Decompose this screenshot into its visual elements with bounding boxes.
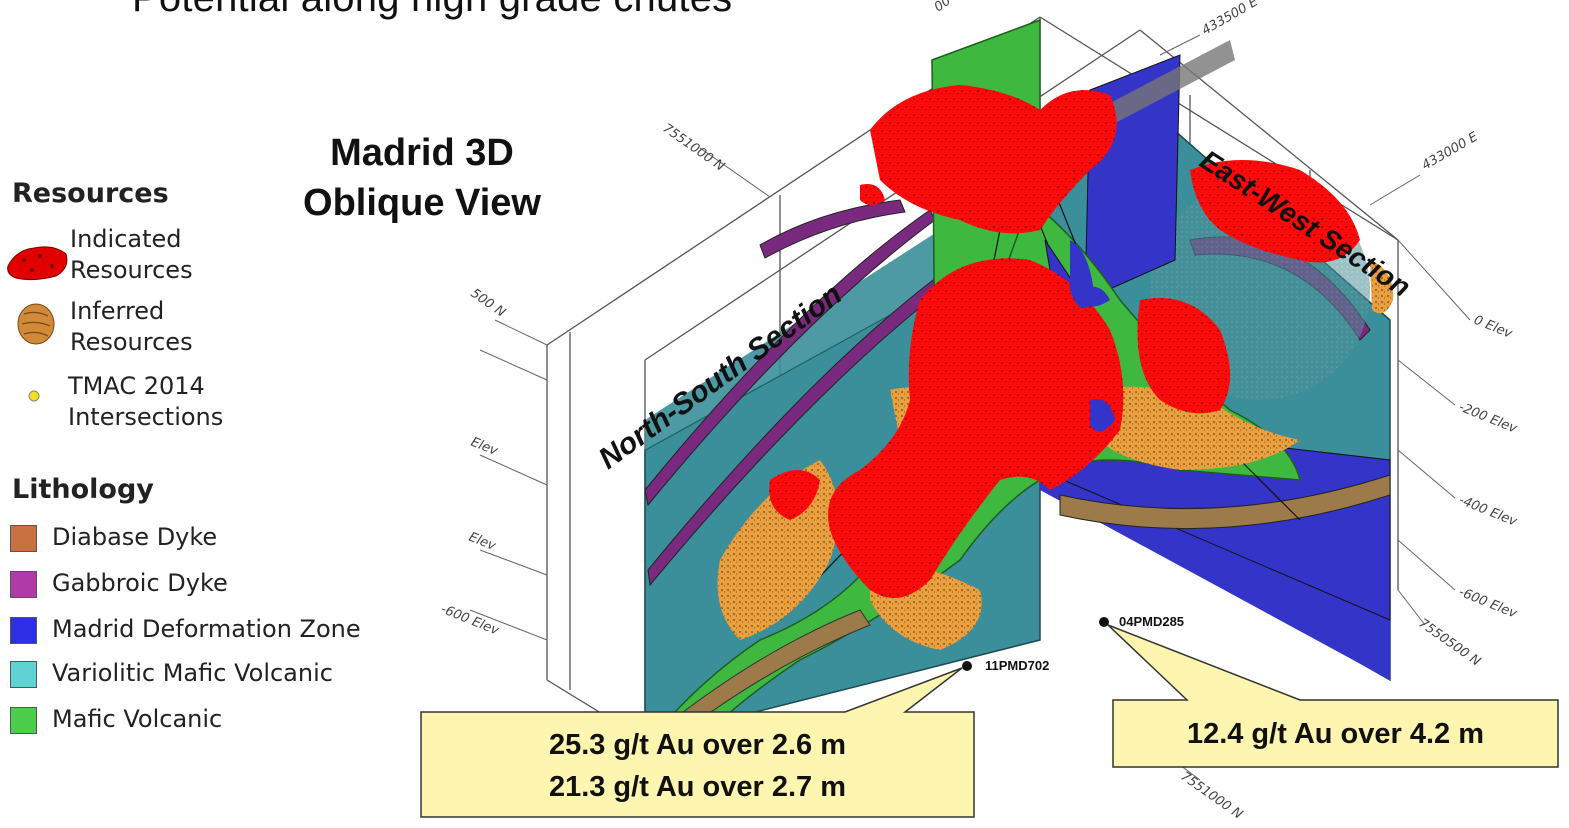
- grid-label-433000e: 433000 E: [1420, 129, 1482, 173]
- grid-label-partial-top: 00 N: [932, 0, 966, 15]
- drillhole-11pmd702-marker: [962, 661, 972, 671]
- indicated-line1: Indicated: [70, 225, 182, 253]
- madrid-deformation-zone-label: Madrid Deformation Zone: [52, 615, 361, 643]
- drillhole-04pmd285-label: 04PMD285: [1119, 614, 1185, 629]
- madrid-deformation-zone-swatch: [10, 617, 37, 644]
- indicated-line2: Resources: [70, 256, 193, 284]
- grid-tick-lines: [469, 34, 1471, 781]
- inferred-line1: Inferred: [70, 297, 165, 325]
- drillhole-11pmd702-label: 11PMD702: [985, 658, 1050, 673]
- callout-right-line1: 12.4 g/t Au over 4.2 m: [1186, 718, 1485, 750]
- inferred-line2: Resources: [70, 328, 193, 356]
- inferred-resources-label: Inferred Resources: [70, 296, 193, 358]
- callout-left-shape: [420, 667, 975, 818]
- grid-label-433500e: 433500 E: [1200, 0, 1262, 38]
- grid-label-left-elev-1: Elev: [469, 435, 500, 459]
- grid-label-0-elev: 0 Elev: [1472, 313, 1515, 342]
- grid-label-7550500n: 7550500 N: [1416, 616, 1484, 670]
- indicated-resources-icon: [7, 246, 68, 281]
- mafic-volcanic-swatch: [10, 707, 37, 734]
- variolitic-mafic-volcanic-label: Variolitic Mafic Volcanic: [52, 659, 333, 687]
- diabase-dyke-label: Diabase Dyke: [52, 523, 218, 551]
- indicated-resources: [769, 85, 1360, 598]
- grid-label-600-elev: -600 Elev: [1457, 585, 1520, 622]
- drillhole-04pmd285-marker: [1099, 617, 1109, 627]
- diabase-dyke-swatch: [10, 525, 37, 552]
- tmac-intersections-label: TMAC 2014 Intersections: [68, 371, 223, 433]
- grid-label-7551000n-bottom: 7551000 N: [1178, 769, 1246, 823]
- view-title-line2: Oblique View: [303, 182, 541, 224]
- variolitic-mafic-volcanic-swatch: [10, 661, 37, 688]
- callout-right-text: 12.4 g/t Au over 4.2 m: [1113, 713, 1558, 755]
- grid-label-400-elev: -400 Elev: [1457, 493, 1520, 530]
- gabbroic-dyke-swatch: [10, 571, 37, 598]
- tmac-intersection-icon: [28, 390, 40, 402]
- tmac-line2: Intersections: [68, 403, 224, 431]
- mafic-volcanic-label: Mafic Volcanic: [52, 705, 223, 733]
- tmac-line1: TMAC 2014: [68, 372, 205, 400]
- gabbroic-dyke-label: Gabbroic Dyke: [52, 569, 228, 597]
- resources-heading: Resources: [12, 178, 169, 209]
- view-title-line1: Madrid 3D: [330, 132, 514, 174]
- indicated-resources-label: Indicated Resources: [70, 224, 193, 286]
- callout-left-text: 25.3 g/t Au over 2.6 m 21.3 g/t Au over …: [421, 724, 974, 808]
- callout-right-shape: [1107, 624, 1559, 768]
- grid-label-left-600-elev: -600 Elev: [439, 602, 502, 639]
- grid-label-7551000n-top: 7551000 N: [660, 121, 728, 175]
- inferred-resources-icon: [17, 303, 55, 345]
- lithology-heading: Lithology: [12, 474, 154, 505]
- grid-label-200-elev: -200 Elev: [1457, 400, 1520, 437]
- grid-label-partial-left: 500 N: [468, 286, 509, 321]
- callout-left-line2: 21.3 g/t Au over 2.7 m: [548, 771, 847, 803]
- callout-left-line1: 25.3 g/t Au over 2.6 m: [548, 729, 847, 761]
- view-title: Madrid 3D Oblique View: [262, 128, 582, 228]
- deformation-zone-patches: [1070, 240, 1115, 432]
- slide-title: Potential along high grade chutes: [132, 0, 732, 21]
